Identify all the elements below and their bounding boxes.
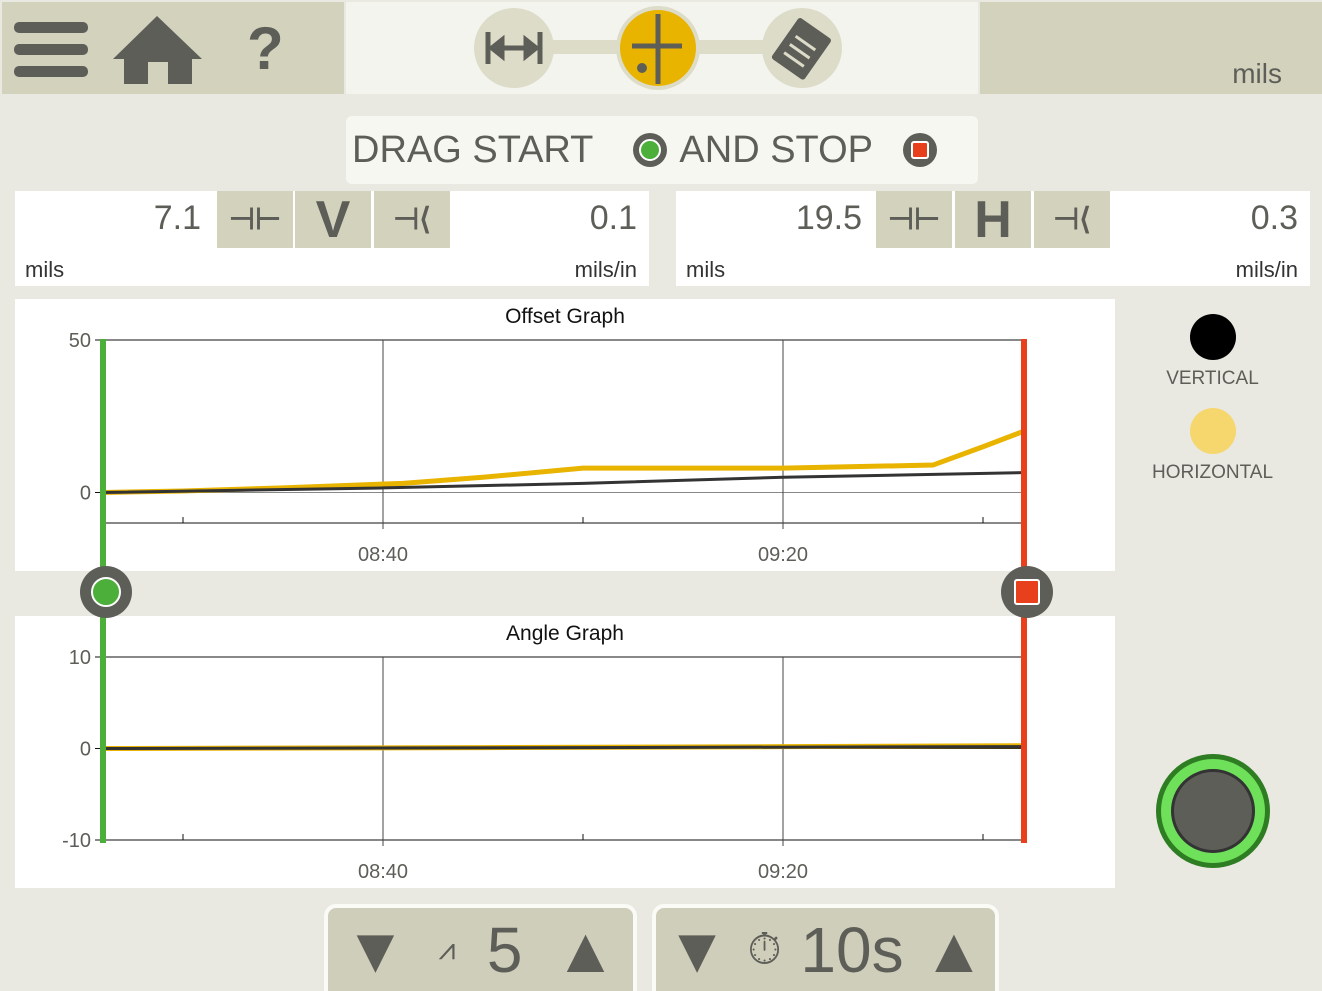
vertical-angle-value: 0.1 — [589, 199, 637, 237]
step-measure-icon[interactable] — [474, 8, 554, 88]
step-navigator — [346, 2, 978, 94]
step-result-icon[interactable] — [616, 6, 700, 90]
vertical-angle-unit: mils/in — [574, 257, 637, 282]
record-button[interactable] — [1156, 754, 1270, 868]
start-handle[interactable] — [80, 566, 132, 618]
vertical-offset-button[interactable]: ⊣⊢ — [217, 191, 293, 248]
interval-increase-button[interactable]: ▲ — [922, 913, 986, 986]
toolbar-left: ? — [2, 2, 344, 94]
vertical-angle-button[interactable]: ⊣⟨ — [374, 191, 450, 248]
vertical-swatch — [1189, 314, 1236, 360]
filter-icon: ⩘ — [438, 932, 456, 966]
step-report-icon[interactable] — [762, 8, 842, 88]
offset-graph: Offset Graph 08:40 09:20 50 0 — [15, 299, 1115, 571]
y-tick-label: 10 — [69, 647, 91, 669]
interval-value: 10s — [800, 913, 904, 986]
x-tick-label: 08:40 — [358, 861, 408, 883]
vertical-offset-value: 7.1 — [153, 199, 201, 237]
vertical-offset-unit: mils — [25, 257, 65, 282]
menu-icon[interactable] — [12, 20, 92, 80]
y-tick-label: 0 — [80, 483, 91, 505]
instruction-banner: DRAG START AND STOP — [346, 116, 978, 184]
units-label: mils — [1232, 58, 1282, 89]
horizontal-swatch — [1189, 408, 1236, 454]
horizontal-offset-unit: mils — [686, 257, 726, 282]
angle-graph: Angle Graph 08:40 09:20 10 0 -10 — [15, 616, 1115, 888]
filter-value: 5 — [486, 913, 523, 986]
series-line-vertical — [102, 471, 1024, 494]
banner-text-start: DRAG START — [352, 128, 594, 171]
y-tick-label: 0 — [80, 739, 91, 761]
start-marker-icon — [633, 133, 668, 167]
stopwatch-icon: ⏱ — [747, 924, 782, 974]
banner-text-stop: AND STOP — [679, 128, 873, 171]
units-panel[interactable]: mils — [980, 2, 1322, 94]
filter-increase-button[interactable]: ▲ — [553, 913, 618, 986]
horizontal-angle-value: 0.3 — [1250, 199, 1298, 237]
legend-vertical: VERTICAL — [1130, 314, 1295, 390]
home-icon[interactable] — [110, 14, 205, 86]
stop-marker-icon — [902, 133, 937, 167]
interval-decrease-button[interactable]: ▼ — [665, 913, 729, 986]
horizontal-label[interactable]: H — [955, 191, 1031, 249]
interval-stepper: ▼ ⏱ 10s ▲ — [652, 904, 999, 991]
series-line-vertical — [102, 745, 1024, 750]
horizontal-angle-unit: mils/in — [1235, 257, 1298, 282]
horizontal-angle-button[interactable]: ⊣⟨ — [1034, 191, 1110, 248]
help-icon[interactable]: ? — [247, 15, 284, 82]
legend-horizontal-label: HORIZONTAL — [1151, 462, 1274, 483]
y-tick-label: 50 — [69, 330, 91, 352]
horizontal-panel: 19.5 ⊣⊢ H ⊣⟨ 0.3 mils mils/in — [676, 191, 1310, 286]
offset-graph-title: Offset Graph — [505, 305, 625, 328]
vertical-label[interactable]: V — [295, 191, 371, 249]
legend-horizontal: HORIZONTAL — [1130, 408, 1295, 484]
angle-graph-title: Angle Graph — [506, 622, 624, 645]
y-tick-label: -10 — [62, 830, 91, 852]
x-tick-label: 09:20 — [758, 861, 808, 883]
horizontal-offset-value: 19.5 — [795, 199, 862, 237]
horizontal-offset-button[interactable]: ⊣⊢ — [876, 191, 952, 248]
x-tick-label: 08:40 — [358, 544, 408, 566]
stop-handle[interactable] — [1001, 566, 1053, 618]
filter-decrease-button[interactable]: ▼ — [343, 913, 408, 986]
legend-vertical-label: VERTICAL — [1166, 368, 1259, 389]
vertical-panel: 7.1 ⊣⊢ V ⊣⟨ 0.1 mils mils/in — [15, 191, 649, 286]
x-tick-label: 09:20 — [758, 544, 808, 566]
filter-stepper: ▼ ⩘ 5 ▲ — [324, 904, 637, 991]
